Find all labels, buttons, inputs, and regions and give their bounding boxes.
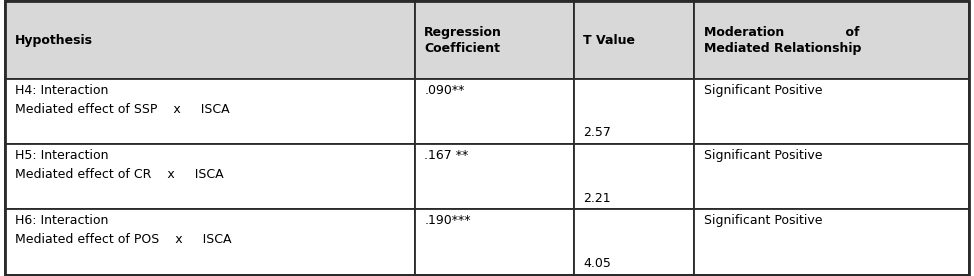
Text: H6: Interaction
Mediated effect of POS    x     ISCA: H6: Interaction Mediated effect of POS x… (15, 214, 231, 246)
Bar (694, 209, 969, 275)
Bar (574, 209, 694, 275)
Text: H4: Interaction
Mediated effect of SSP    x     ISCA: H4: Interaction Mediated effect of SSP x… (15, 84, 229, 116)
Bar (574, 144, 694, 209)
Text: .190***: .190*** (425, 214, 470, 227)
Text: Significant Positive: Significant Positive (704, 214, 822, 227)
Text: 2.57: 2.57 (583, 126, 612, 139)
Bar (574, 1, 694, 79)
Bar (415, 1, 574, 79)
Bar (574, 79, 694, 144)
Text: .090**: .090** (425, 84, 465, 97)
Text: H5: Interaction
Mediated effect of CR    x     ISCA: H5: Interaction Mediated effect of CR x … (15, 149, 223, 181)
Bar (415, 79, 574, 144)
Bar (694, 79, 969, 144)
Text: Significant Positive: Significant Positive (704, 149, 822, 162)
Text: Moderation              of
Mediated Relationship: Moderation of Mediated Relationship (704, 26, 861, 55)
Text: T Value: T Value (583, 34, 635, 47)
Bar (5, 144, 415, 209)
Text: 2.21: 2.21 (583, 192, 611, 205)
Bar (5, 1, 415, 79)
Text: Significant Positive: Significant Positive (704, 84, 822, 97)
Text: 4.05: 4.05 (583, 257, 612, 270)
Text: .167 **: .167 ** (425, 149, 468, 162)
Bar (694, 1, 969, 79)
Bar (5, 79, 415, 144)
Bar (694, 144, 969, 209)
Bar (415, 144, 574, 209)
Text: Regression
Coefficient: Regression Coefficient (425, 26, 503, 55)
Text: Hypothesis: Hypothesis (15, 34, 93, 47)
Bar (5, 209, 415, 275)
Bar (415, 209, 574, 275)
